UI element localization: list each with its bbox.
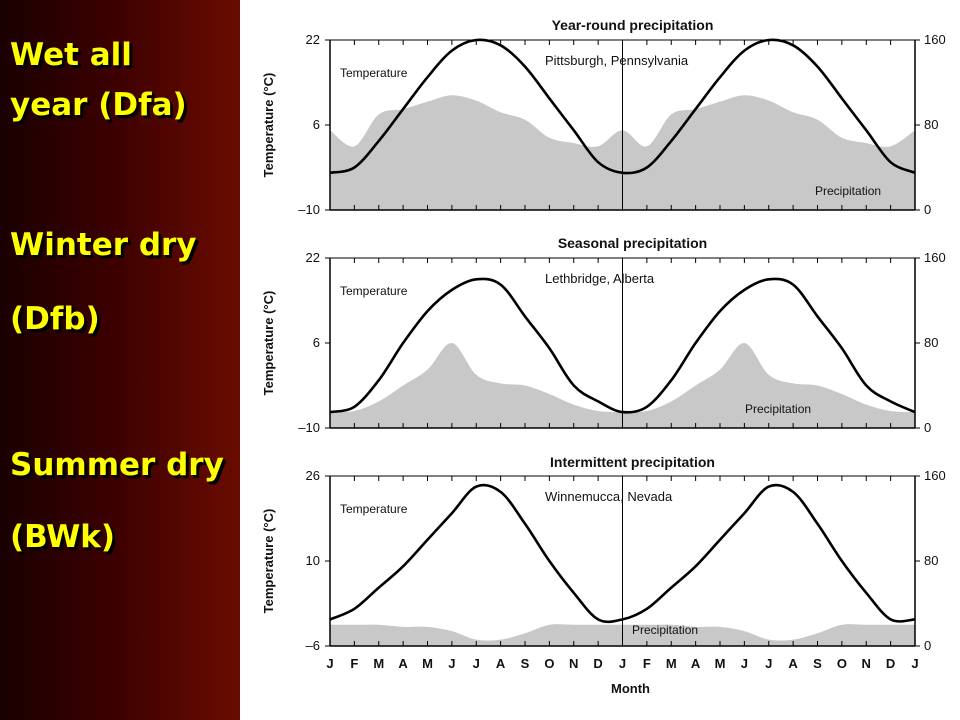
winter-dry-label-line2: (Dfb) [10,301,100,337]
precip-tick-label: 80 [924,117,938,132]
left-panel: Wet all year (Dfa) Winter dry (Dfb) Summ… [0,0,240,720]
month-label: M [666,656,677,671]
month-label: J [765,656,772,671]
temp-tick-label: 10 [306,553,320,568]
climate-charts: 22 6 –10 160 80 0 Year-round precipitation Pitt… [261,17,946,696]
month-label: F [350,656,358,671]
precip-tick-label: 0 [924,638,931,653]
precip-tick-label: 80 [924,553,938,568]
month-label: O [837,656,847,671]
month-label: J [326,656,333,671]
precip-tick-label: 160 [924,468,946,483]
chart-title: Seasonal precipitation [558,235,707,251]
summer-dry-label-line2: (BWk) [10,519,116,555]
precip-tick-label: 80 [924,335,938,350]
chart-title: Year-round precipitation [552,17,714,33]
temperature-annotation: Temperature [340,502,408,516]
wet-all-year-label-line1: Wet all [10,37,132,73]
month-label: A [691,656,701,671]
temp-tick-label: –10 [298,202,320,217]
month-label: D [886,656,895,671]
month-label: S [813,656,822,671]
station-name: Winnemucca, Nevada [545,489,673,504]
month-label: A [788,656,798,671]
month-label: A [398,656,408,671]
precipitation-annotation: Precipitation [745,402,811,416]
chart-title: Intermittent precipitation [550,454,715,470]
chart-panel-1: 22 6 –10 160 80 0 Year-round precipitation Pitt… [261,17,946,217]
temp-tick-label: 22 [306,32,320,47]
temp-tick-label: 6 [313,117,320,132]
month-label: D [593,656,602,671]
precip-tick-label: 0 [924,420,931,435]
temp-tick-label: –6 [306,638,320,653]
month-label: M [373,656,384,671]
y-axis-label: Temperature (°C) [261,291,276,396]
precip-tick-label: 0 [924,202,931,217]
month-label: J [741,656,748,671]
month-label: S [521,656,530,671]
temp-tick-label: 26 [306,468,320,483]
summer-dry-label-line1: Summer dry [10,447,224,483]
winter-dry-label-line1: Winter dry [10,227,197,263]
chart-panel-2: 22 6 –10 160 80 0 Seasonal precipitation Lethbr… [261,235,946,435]
precip-tick-label: 160 [924,32,946,47]
temp-tick-label: 22 [306,250,320,265]
precip-tick-label: 160 [924,250,946,265]
month-label: M [422,656,433,671]
month-label: M [715,656,726,671]
month-label: N [569,656,578,671]
precipitation-annotation: Precipitation [632,623,698,637]
wet-all-year-label-line2: year (Dfa) [10,87,187,123]
temperature-line [329,483,916,624]
month-label: A [496,656,506,671]
month-label: N [862,656,871,671]
y-axis-label: Temperature (°C) [261,509,276,614]
month-label: J [911,656,918,671]
temperature-annotation: Temperature [340,284,408,298]
station-name: Pittsburgh, Pennsylvania [545,53,689,68]
precipitation-area [330,342,915,428]
station-name: Lethbridge, Alberta [545,271,655,286]
month-label: J [473,656,480,671]
month-label: F [643,656,651,671]
temperature-annotation: Temperature [340,66,408,80]
chart-panel-3: 26 10 –6 160 80 0 Intermittent precipitation Wi… [261,454,946,653]
y-axis-label: Temperature (°C) [261,73,276,178]
temp-tick-label: –10 [298,420,320,435]
month-label: J [448,656,455,671]
x-axis-label: Month [611,681,650,696]
month-label: J [619,656,626,671]
month-label: O [544,656,554,671]
temperature-line [329,38,916,175]
temp-tick-label: 6 [313,335,320,350]
precipitation-annotation: Precipitation [815,184,881,198]
temperature-line [329,277,916,414]
